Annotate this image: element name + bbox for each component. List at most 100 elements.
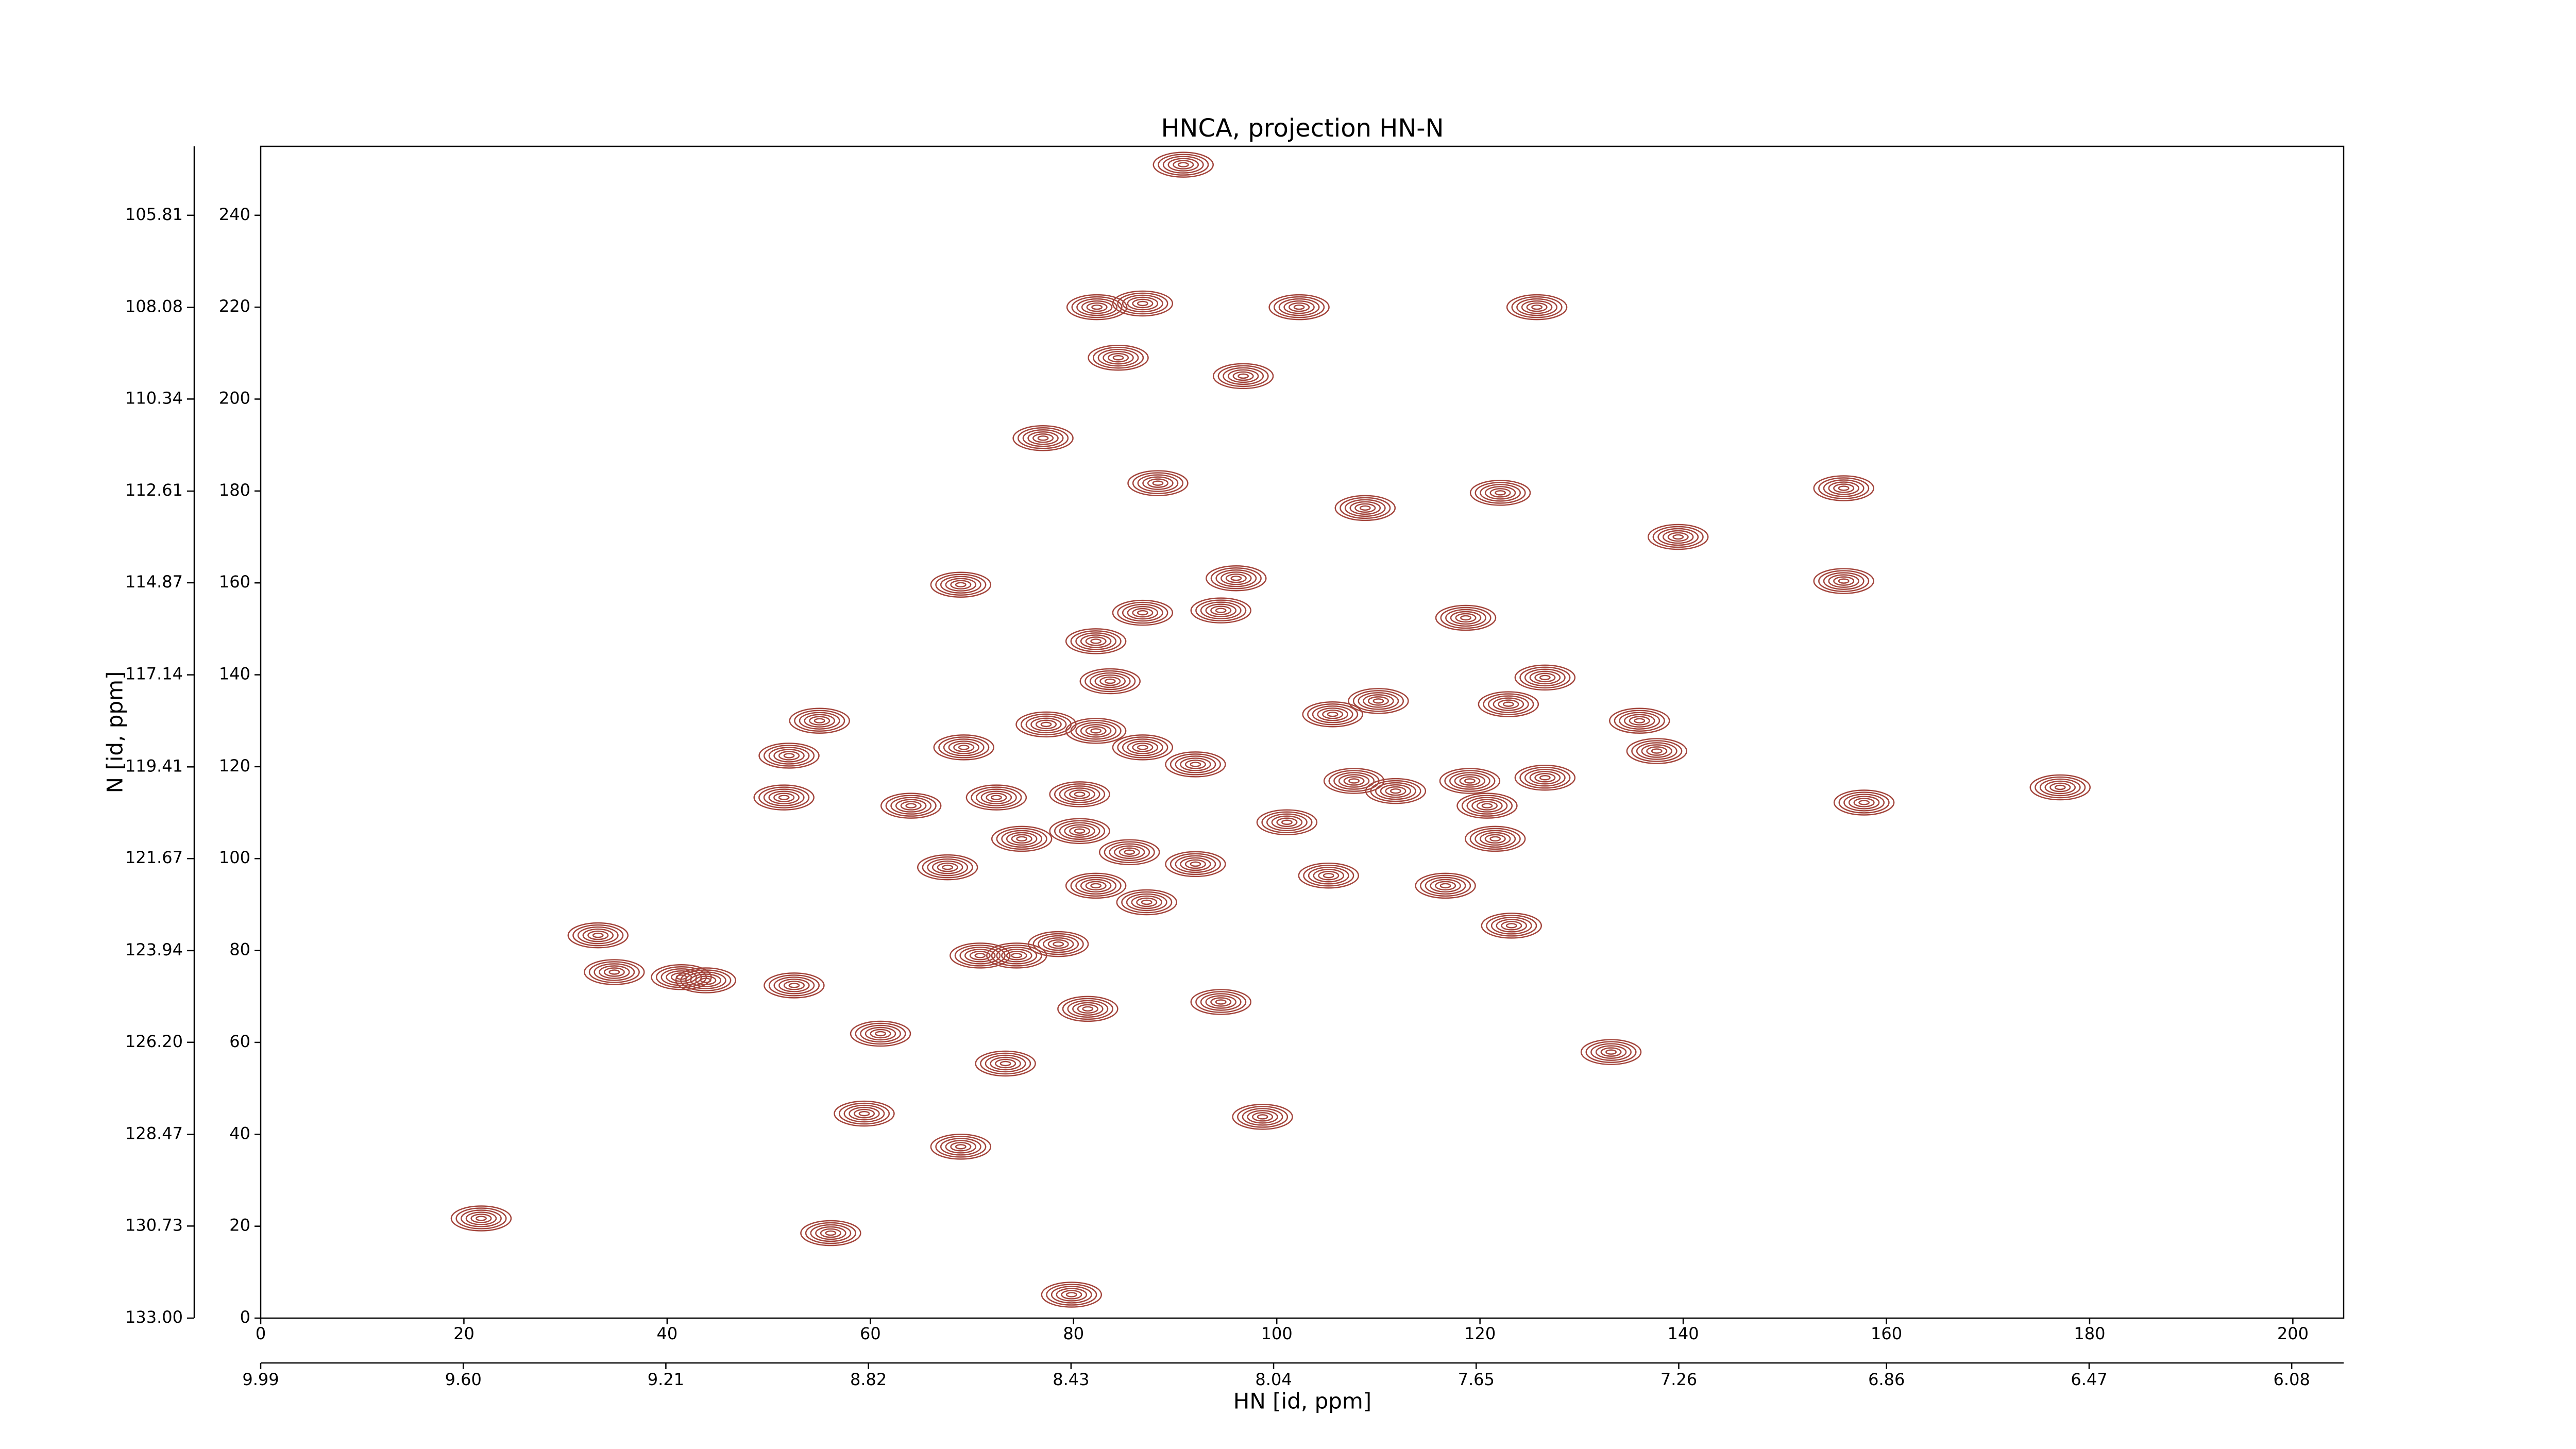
contour-ring — [1818, 570, 1870, 592]
contour-ring — [1094, 674, 1126, 688]
contour-ring — [778, 751, 800, 761]
contour-ring — [1461, 795, 1513, 817]
contour-ring — [1370, 780, 1421, 802]
peak — [1334, 495, 1396, 521]
contour-ring — [1823, 572, 1865, 590]
contour-ring — [768, 974, 820, 997]
contour-ring — [1526, 302, 1548, 312]
contour-ring — [1037, 435, 1049, 441]
contour-ring — [955, 1144, 967, 1150]
contour-ring — [1177, 162, 1189, 167]
contour-ring — [1122, 738, 1163, 756]
contour-ring — [1175, 755, 1216, 773]
contour-ring — [1480, 484, 1521, 502]
contour-ring — [1059, 822, 1100, 840]
contour-ring — [1153, 151, 1214, 178]
contour-ring — [1221, 571, 1252, 585]
contour-ring — [1493, 697, 1524, 711]
x-tick-label: 160 — [1871, 1324, 1902, 1343]
peak — [1027, 931, 1089, 957]
contour-ring — [940, 1138, 981, 1156]
contour-ring — [1449, 772, 1490, 790]
contour-ring — [950, 580, 972, 589]
contour-ring — [1167, 158, 1199, 172]
y2-tick-label: 121.67 — [125, 848, 183, 867]
contour-ring — [1080, 724, 1112, 738]
contour-ring — [594, 963, 635, 981]
contour-ring — [2049, 782, 2071, 793]
contour-ring — [1217, 365, 1269, 387]
contour-ring — [1289, 302, 1310, 312]
contour-ring — [1672, 534, 1684, 540]
contour-ring — [768, 790, 800, 804]
contour-ring — [1348, 778, 1360, 784]
contour-ring — [1818, 477, 1870, 499]
contour-ring — [1853, 798, 1875, 807]
contour-ring — [1313, 868, 1345, 883]
y-tick-label: 80 — [229, 940, 250, 959]
y-tick-label: 100 — [219, 848, 250, 867]
peak — [1506, 294, 1568, 321]
peak — [991, 825, 1053, 852]
contour-ring — [1122, 603, 1163, 622]
contour-ring — [2029, 774, 2091, 801]
contour-ring — [1085, 636, 1107, 646]
contour-ring — [945, 1140, 977, 1154]
contour-ring — [1323, 768, 1385, 794]
contour-ring — [1484, 834, 1506, 844]
contour-ring — [1137, 610, 1148, 616]
contour-ring — [783, 981, 805, 990]
contour-ring — [2039, 778, 2081, 797]
contour-ring — [1040, 721, 1052, 728]
peak — [933, 734, 995, 761]
contour-ring — [953, 743, 975, 752]
contour-ring — [1843, 794, 1885, 812]
contour-ring — [1088, 344, 1149, 371]
contour-ring — [450, 1205, 512, 1232]
contour-ring — [778, 795, 790, 800]
y-tick-label: 140 — [219, 664, 250, 684]
contour-ring — [1838, 791, 1890, 814]
contour-ring — [1205, 603, 1236, 617]
x-tick-label: 40 — [657, 1324, 678, 1343]
peak — [800, 1220, 861, 1246]
contour-ring — [1016, 836, 1028, 842]
contour-ring — [1450, 611, 1482, 625]
peak — [965, 784, 1027, 811]
x-tick-label: 140 — [1668, 1324, 1699, 1343]
contour-ring — [603, 967, 625, 977]
contour-ring — [1293, 304, 1305, 310]
contour-ring — [1184, 760, 1207, 769]
peak — [1112, 599, 1174, 626]
x-tick-label: 120 — [1464, 1324, 1496, 1343]
contour-ring — [1514, 664, 1576, 691]
contour-ring — [855, 1022, 906, 1045]
contour-ring — [1307, 703, 1359, 726]
contour-ring — [1415, 872, 1476, 899]
contour-ring — [758, 743, 820, 769]
contour-ring — [1195, 599, 1247, 621]
contour-ring — [1206, 565, 1267, 592]
contour-ring — [1049, 818, 1110, 844]
contour-ring — [778, 979, 810, 992]
contour-ring — [1030, 717, 1062, 732]
contour-ring — [930, 1134, 992, 1160]
contour-ring — [1590, 1043, 1632, 1061]
contour-ring — [1609, 707, 1670, 734]
peak — [651, 964, 712, 990]
contour-ring — [955, 582, 967, 587]
contour-ring — [917, 854, 978, 881]
contour-ring — [1333, 772, 1375, 790]
contour-ring — [1112, 355, 1124, 361]
contour-ring — [935, 574, 987, 596]
peak — [764, 972, 825, 999]
contour-ring — [1833, 576, 1855, 586]
contour-ring — [1205, 995, 1236, 1009]
contour-ring — [850, 1020, 911, 1047]
contour-ring — [1210, 997, 1232, 1007]
contour-ring — [1858, 800, 1870, 805]
contour-ring — [815, 1226, 846, 1240]
peak — [1478, 691, 1539, 717]
peak — [1012, 425, 1074, 451]
contour-ring — [773, 976, 815, 995]
